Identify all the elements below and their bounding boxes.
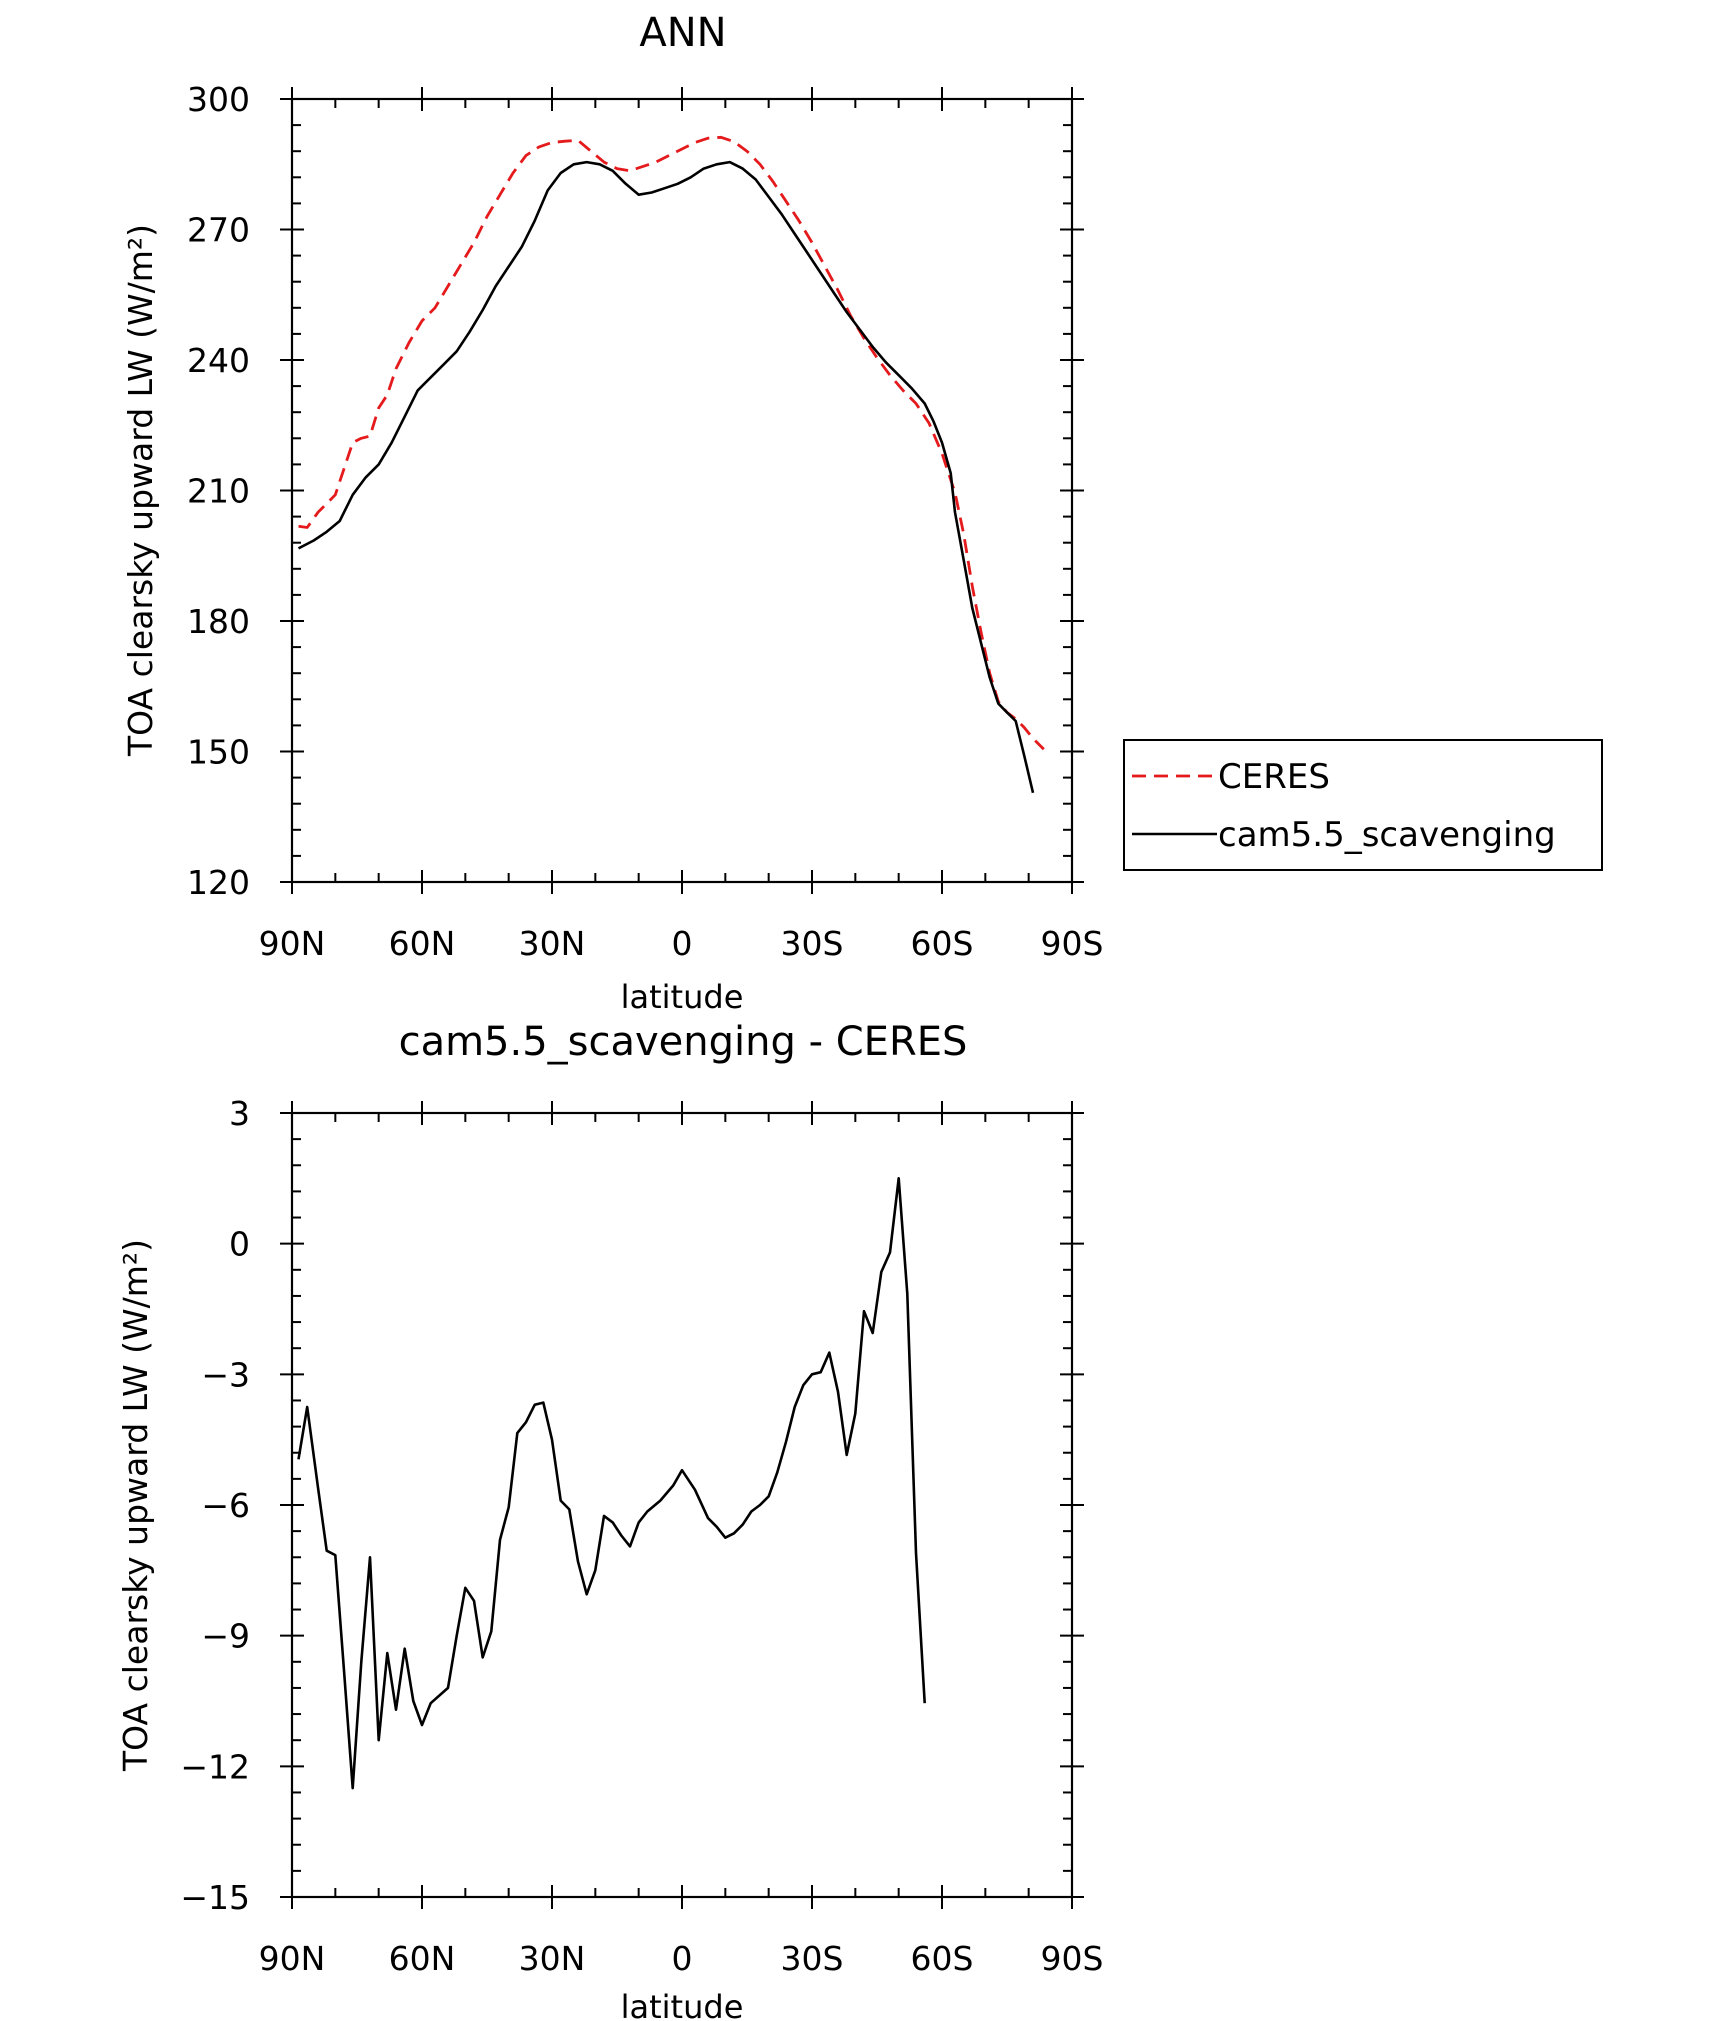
ytick-label: 180 bbox=[187, 602, 250, 641]
ytick-label: −15 bbox=[180, 1878, 250, 1917]
ytick-label: −9 bbox=[201, 1617, 250, 1656]
ytick-label: 0 bbox=[229, 1225, 250, 1264]
ytick-label: 240 bbox=[187, 341, 250, 380]
legend-box bbox=[1123, 739, 1603, 871]
top-ticks bbox=[280, 87, 1084, 894]
ytick-label: −3 bbox=[201, 1355, 250, 1394]
series-line-cam5-5-scavenging bbox=[297, 160, 1035, 794]
top-title: ANN bbox=[639, 10, 726, 56]
xtick-label: 90N bbox=[259, 1939, 326, 1978]
xtick-label: 30N bbox=[519, 1939, 586, 1978]
bottom-title: cam5.5_scavenging - CERES bbox=[399, 1019, 968, 1065]
xtick-label: 0 bbox=[672, 924, 693, 963]
bottom-plot-frame bbox=[290, 1111, 1074, 1899]
legend-label-ceres: CERES bbox=[1218, 757, 1330, 797]
legend-label-cam: cam5.5_scavenging bbox=[1218, 815, 1556, 855]
series-line-ceres bbox=[298, 135, 1045, 751]
top-panel: ANN 120 150 180 210 240 270 300 90N 60N 30N 0 30S 6… bbox=[121, 10, 1603, 1016]
bottom-panel: cam5.5_scavenging - CERES −15 −12 −9 −6 −3 0 3… bbox=[116, 1019, 1103, 2021]
top-ylabel: TOA clearsky upward LW (W/m²) bbox=[121, 224, 160, 757]
ytick-label: 3 bbox=[229, 1094, 250, 1133]
xtick-label: 30S bbox=[781, 1939, 844, 1978]
ytick-label: 270 bbox=[187, 211, 250, 250]
xtick-label: 60N bbox=[389, 924, 456, 963]
bottom-ytick-labels: −15 −12 −9 −6 −3 0 3 bbox=[180, 1094, 250, 1917]
xtick-label: 60S bbox=[911, 924, 974, 963]
top-xlabel: latitude bbox=[621, 978, 744, 1016]
xtick-label: 90S bbox=[1041, 924, 1104, 963]
ytick-label: 150 bbox=[187, 733, 250, 772]
xtick-label: 90S bbox=[1041, 1939, 1104, 1978]
legend: CERES cam5.5_scavenging bbox=[1123, 739, 1603, 871]
bottom-xlabel: latitude bbox=[621, 1988, 744, 2021]
series-line-difference bbox=[297, 1177, 926, 1790]
ytick-label: 210 bbox=[187, 472, 250, 511]
top-xtick-labels: 90N 60N 30N 0 30S 60S 90S bbox=[259, 924, 1104, 963]
ytick-label: −12 bbox=[180, 1747, 250, 1786]
xtick-label: 90N bbox=[259, 924, 326, 963]
xtick-label: 60N bbox=[389, 1939, 456, 1978]
bottom-xtick-labels: 90N 60N 30N 0 30S 60S 90S bbox=[259, 1939, 1104, 1978]
bottom-ticks bbox=[280, 1101, 1084, 1909]
top-lines bbox=[297, 135, 1045, 794]
xtick-label: 60S bbox=[911, 1939, 974, 1978]
bottom-ylabel: TOA clearsky upward LW (W/m²) bbox=[116, 1239, 155, 1772]
top-plot-frame bbox=[290, 97, 1074, 884]
xtick-label: 30N bbox=[519, 924, 586, 963]
ytick-label: 120 bbox=[187, 863, 250, 902]
bottom-lines bbox=[297, 1177, 926, 1790]
xtick-label: 0 bbox=[672, 1939, 693, 1978]
ytick-label: −6 bbox=[201, 1486, 250, 1525]
ytick-label: 300 bbox=[187, 80, 250, 119]
xtick-label: 30S bbox=[781, 924, 844, 963]
top-ytick-labels: 120 150 180 210 240 270 300 bbox=[187, 80, 250, 902]
